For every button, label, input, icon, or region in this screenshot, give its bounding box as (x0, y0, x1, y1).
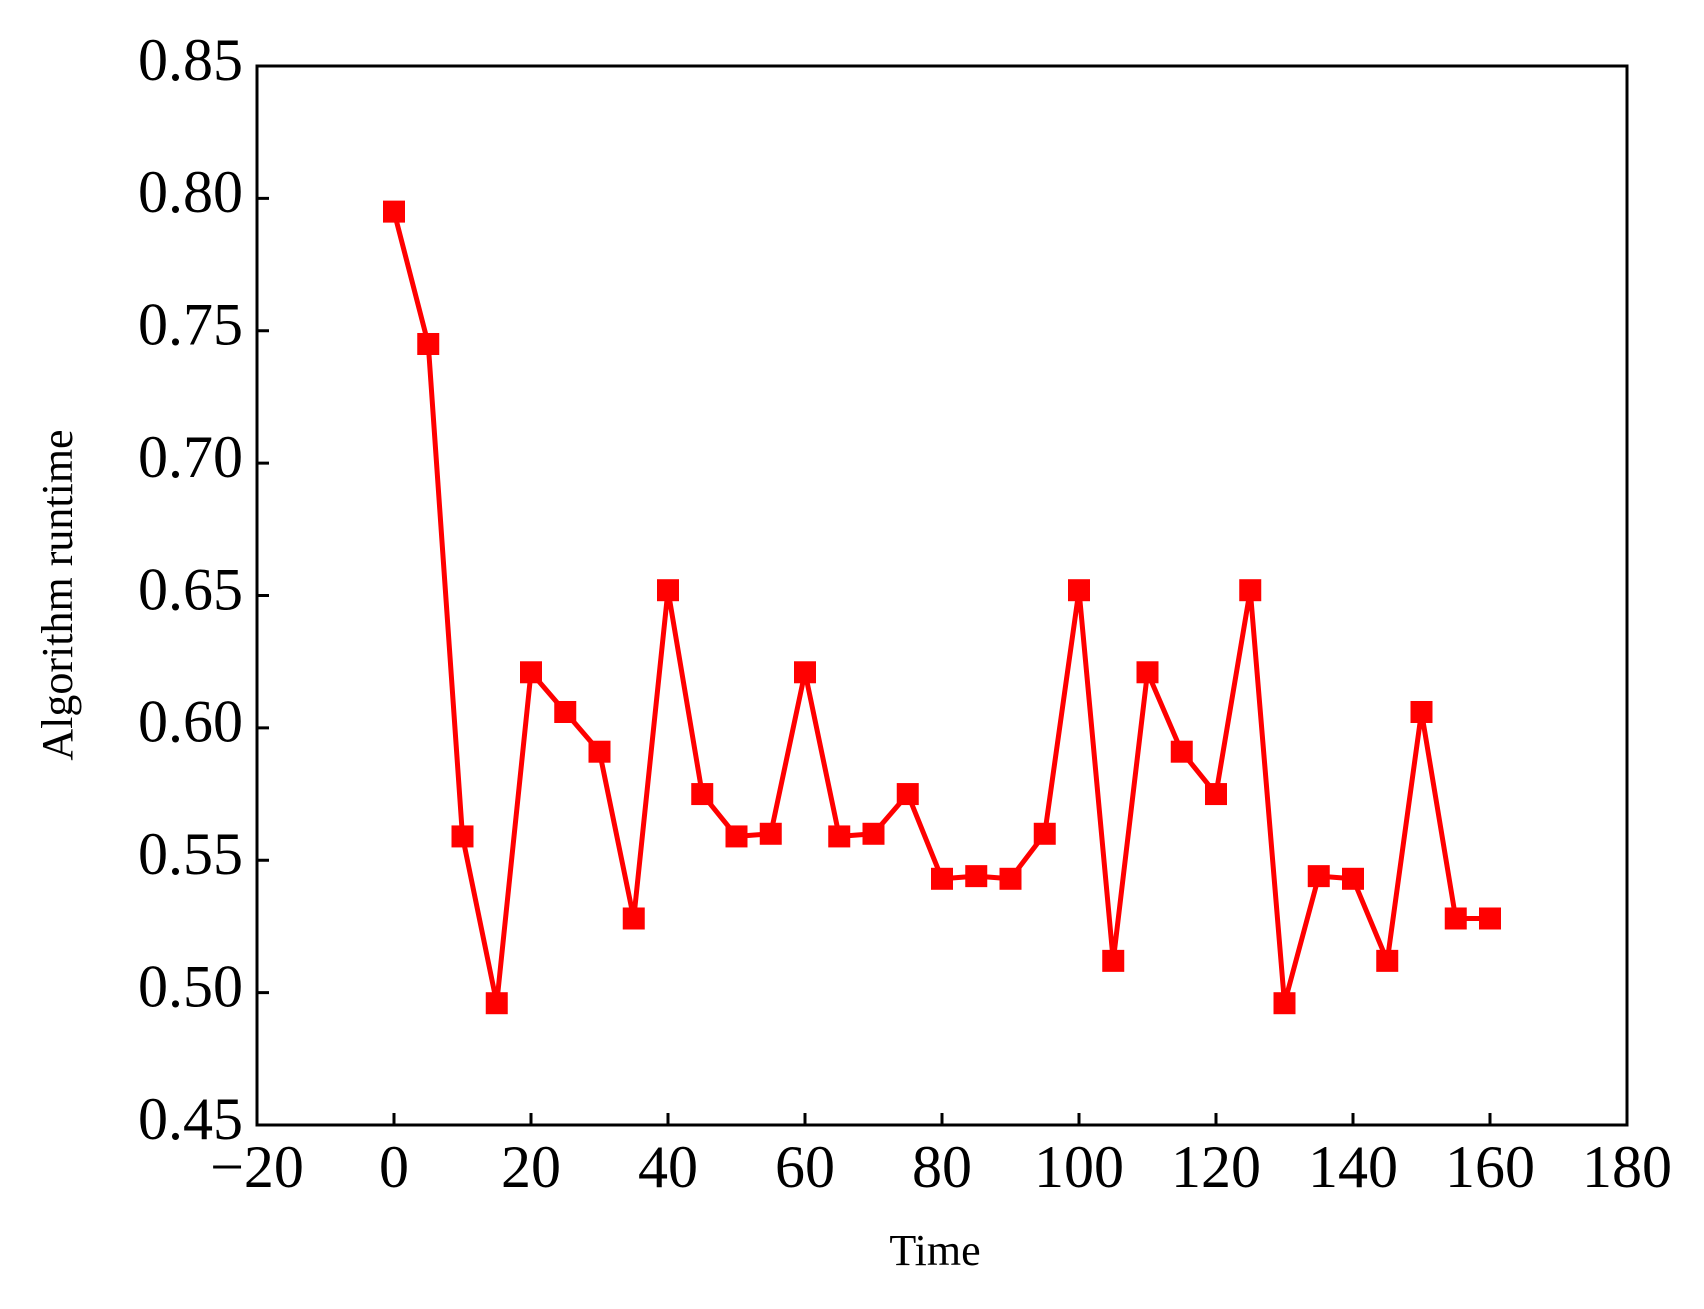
y-tick-label: 0.60 (138, 689, 243, 755)
y-tick-label: 0.70 (138, 424, 243, 490)
x-tick-label: 20 (501, 1134, 561, 1200)
data-point (1479, 907, 1501, 930)
data-point (554, 700, 577, 723)
y-tick-label: 0.45 (138, 1086, 243, 1152)
y-tick-label: 0.50 (138, 953, 243, 1019)
y-tick-label: 0.80 (138, 159, 243, 225)
y-axis-label: Algorithm runtime (33, 429, 82, 760)
data-point (794, 661, 816, 684)
data-point (622, 907, 645, 930)
data-point (588, 740, 611, 763)
y-tick-label: 0.85 (138, 27, 243, 93)
data-point (759, 822, 782, 845)
y-tick-label: 0.65 (138, 556, 243, 622)
x-tick-label: 60 (775, 1134, 835, 1200)
data-point (931, 867, 953, 890)
x-tick-label: 160 (1445, 1134, 1535, 1200)
x-tick-label: −20 (210, 1134, 304, 1200)
data-point (520, 661, 542, 684)
data-point (896, 783, 919, 806)
data-point (1239, 579, 1262, 602)
data-point (965, 865, 988, 888)
data-point (1170, 740, 1193, 763)
data-point (1273, 992, 1296, 1015)
data-point (1102, 949, 1125, 972)
data-point (1033, 822, 1056, 845)
x-tick-label: 40 (638, 1134, 698, 1200)
x-tick-label: 100 (1034, 1134, 1124, 1200)
data-point (1205, 783, 1227, 806)
data-point (1410, 700, 1433, 723)
y-tick-label: 0.55 (138, 821, 243, 887)
data-point (485, 992, 508, 1015)
x-axis-label: Time (889, 1226, 980, 1275)
data-point (417, 332, 440, 355)
data-point (1068, 579, 1090, 602)
data-point (1307, 865, 1330, 888)
data-point (862, 822, 885, 845)
data-point (691, 783, 714, 806)
data-point (1444, 907, 1467, 930)
data-point (828, 825, 851, 848)
data-point (999, 867, 1022, 890)
x-tick-label: 140 (1308, 1134, 1398, 1200)
x-tick-label: 120 (1171, 1134, 1261, 1200)
x-tick-label: 180 (1582, 1134, 1672, 1200)
data-point (1376, 949, 1399, 972)
data-point (1136, 661, 1159, 684)
data-point (383, 200, 405, 223)
x-tick-label: 0 (379, 1134, 409, 1200)
data-point (451, 825, 474, 848)
y-tick-label: 0.75 (138, 292, 243, 358)
x-tick-label: 80 (912, 1134, 972, 1200)
plot-frame (255, 64, 1629, 1127)
data-point (725, 825, 748, 848)
data-point (657, 579, 679, 602)
data-point (1342, 867, 1364, 890)
